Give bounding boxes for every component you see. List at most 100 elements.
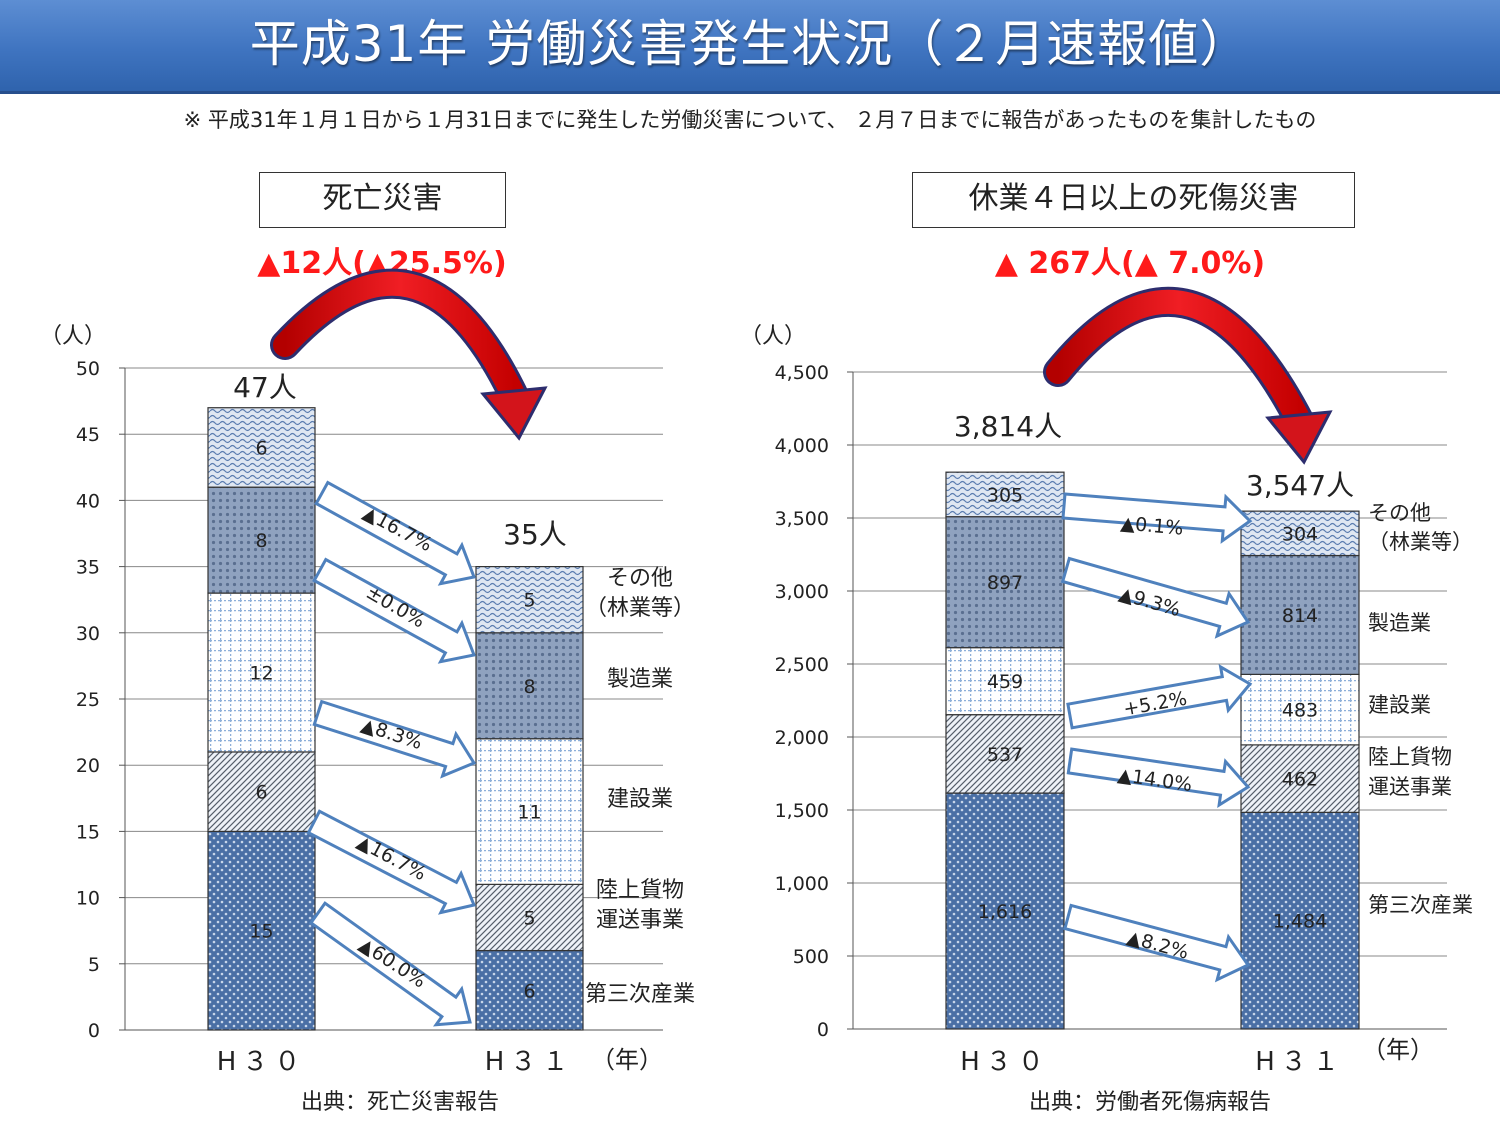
injury-change-arrow [1061, 492, 1253, 544]
injury-total-label: 3,547人 [1246, 469, 1354, 502]
injury-segment-label: 1,484 [1273, 911, 1327, 933]
fatal-y-tick-label: 15 [76, 821, 100, 843]
fatal-segment-label: 5 [523, 590, 535, 612]
injury-y-tick-label: 1,500 [775, 800, 829, 822]
injury-y-tick-label: 4,500 [775, 362, 829, 384]
injury-source: 出典：労働者死傷病報告 [1028, 1090, 1271, 1115]
fatal-bar-segment [475, 738, 584, 885]
fatal-segment-label: 12 [249, 663, 273, 685]
fatal-y-tick-label: 20 [76, 755, 100, 777]
injury-change-arrow [1060, 556, 1251, 639]
fatal-segment-label: 5 [523, 907, 535, 929]
fatal-bar-segment [207, 751, 316, 833]
fatal-series-label: 第三次産業 [585, 982, 695, 1007]
injury-segment-label: 305 [987, 484, 1023, 506]
fatal-segment-label: 6 [255, 437, 267, 459]
injury-change-arrow [1063, 903, 1251, 983]
fatal-category-label: H３０ [217, 1047, 307, 1077]
injury-series-label: （林業等） [1368, 530, 1473, 554]
injury-y-unit: （人） [740, 324, 807, 349]
injury-segment-label: 459 [987, 671, 1023, 693]
injury-series-label: 第三次産業 [1368, 893, 1473, 917]
injury-bar-segment [945, 471, 1065, 518]
fatal-y-tick-label: 40 [76, 490, 100, 512]
fatal-change-arrow [306, 809, 477, 915]
injury-segment-label: 1,616 [978, 901, 1032, 923]
injury-series-label: その他 [1368, 501, 1431, 525]
fatal-total-label: 47人 [233, 371, 297, 404]
fatal-segment-label: 8 [523, 676, 535, 698]
injury-y-tick-label: 3,500 [775, 508, 829, 530]
injury-series-label: 運送事業 [1368, 775, 1452, 799]
injury-curved-arrow-body [1046, 289, 1312, 434]
fatal-bar-segment [475, 565, 584, 634]
injury-series-label: 製造業 [1368, 611, 1431, 635]
injury-change-arrow [1066, 663, 1253, 730]
fatal-series-label: 建設業 [607, 787, 673, 812]
fatal-y-tick-label: 50 [76, 358, 100, 380]
fatal-segment-label: 6 [255, 782, 267, 804]
injury-y-tick-label: 2,500 [775, 654, 829, 676]
injury-bar-segment [1240, 510, 1360, 557]
injury-category-label: H３０ [960, 1047, 1050, 1077]
fatal-curved-arrow-body [273, 271, 527, 410]
aggregation-note: ※ 平成31年１月１日から１月31日までに発生した労働災害について、 ２月７日ま… [183, 108, 1317, 132]
injury-bar-segment [1240, 811, 1360, 1030]
injury-bar-segment [945, 647, 1065, 716]
fatal-segment-label: 6 [523, 980, 535, 1002]
injury-bar-segment [1240, 744, 1360, 813]
fatal-chart-title: 死亡災害 [259, 172, 506, 228]
fatal-y-tick-label: 35 [76, 557, 100, 579]
fatal-change-arrow [314, 480, 477, 586]
fatal-bar-segment [475, 949, 584, 1031]
injury-segment-label: 537 [987, 744, 1023, 766]
injury-y-tick-label: 2,000 [775, 727, 829, 749]
injury-segment-label: 814 [1282, 605, 1318, 627]
fatal-series-label: 運送事業 [596, 908, 684, 933]
fatal-series-label: （林業等） [585, 596, 695, 621]
injury-change-summary: ▲ 267人(▲ 7.0%) [994, 246, 1266, 281]
fatal-source: 出典：死亡災害報告 [300, 1090, 499, 1115]
fatal-bar-segment [207, 486, 316, 594]
fatal-y-tick-label: 45 [76, 424, 100, 446]
injury-y-tick-label: 1,000 [775, 873, 829, 895]
fatal-change-arrow [312, 557, 477, 664]
fatal-series-label: 製造業 [607, 667, 673, 692]
injury-y-tick-label: 4,000 [775, 435, 829, 457]
fatal-bar-segment [475, 632, 584, 740]
injury-segment-label: 483 [1282, 700, 1318, 722]
injury-bar-segment [1240, 673, 1360, 746]
fatal-segment-label: 11 [517, 802, 541, 824]
fatal-change-arrow [312, 699, 477, 779]
injury-y-tick-label: 3,000 [775, 581, 829, 603]
injury-series-label: 建設業 [1368, 693, 1431, 717]
fatal-change-arrow [308, 901, 472, 1027]
fatal-segment-label: 8 [255, 530, 267, 552]
injury-total-label: 3,814人 [954, 410, 1062, 443]
fatal-series-label: その他 [607, 566, 673, 591]
fatal-y-tick-label: 5 [88, 954, 100, 976]
injury-change-label: ▲0.1% [1120, 512, 1185, 539]
injury-bar-segment [945, 792, 1065, 1030]
fatal-bar-segment [207, 830, 316, 1031]
fatal-y-unit: （人） [40, 324, 107, 349]
fatal-category-label: H３１ [485, 1047, 575, 1077]
fatal-curved-arrow-head [480, 386, 548, 441]
fatal-x-unit-label: （年） [591, 1046, 663, 1074]
page-title: 平成31年 労働災害発生状況（２月速報値） [249, 15, 1251, 73]
injury-bar-segment [1240, 554, 1360, 675]
fatal-y-tick-label: 10 [76, 888, 100, 910]
title-bar: 平成31年 労働災害発生状況（２月速報値） [0, 0, 1500, 94]
fatal-y-tick-label: 30 [76, 623, 100, 645]
injury-chart-title: 休業４日以上の死傷災害 [912, 172, 1355, 228]
fatal-y-tick-label: 25 [76, 689, 100, 711]
fatal-bar-segment [207, 592, 316, 753]
injury-segment-label: 304 [1282, 523, 1318, 545]
injury-category-label: H３１ [1255, 1047, 1345, 1077]
injury-y-tick-label: 0 [817, 1019, 829, 1041]
fatal-series-label: 陸上貨物 [596, 878, 684, 903]
injury-x-unit-label: （年） [1362, 1036, 1434, 1064]
fatal-total-label: 35人 [503, 518, 567, 551]
injury-series-label: 陸上貨物 [1368, 745, 1452, 769]
